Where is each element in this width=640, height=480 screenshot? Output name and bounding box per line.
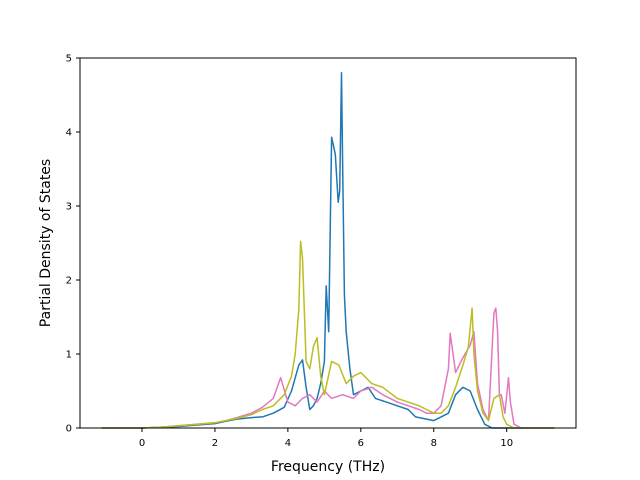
series-line-3 bbox=[101, 240, 555, 429]
x-tick-label: 0 bbox=[139, 438, 145, 449]
x-tick-label: 10 bbox=[500, 438, 513, 449]
series-layer bbox=[101, 72, 555, 429]
y-axis-ticks: 0 1 2 3 4 5 bbox=[66, 54, 80, 435]
x-axis-label: Frequency (THz) bbox=[271, 459, 385, 475]
y-tick-label: 4 bbox=[66, 128, 72, 139]
x-tick-label: 2 bbox=[212, 438, 218, 449]
y-tick-label: 0 bbox=[66, 424, 72, 435]
y-tick-label: 1 bbox=[66, 350, 72, 361]
x-tick-label: 6 bbox=[358, 438, 364, 449]
y-axis-label: Partial Density of States bbox=[38, 159, 54, 327]
series-line-2 bbox=[101, 307, 555, 429]
plot-frame bbox=[79, 57, 577, 429]
y-tick-label: 2 bbox=[66, 276, 72, 287]
plot-background bbox=[80, 58, 576, 428]
y-tick-label: 5 bbox=[66, 54, 72, 65]
series-line-1 bbox=[101, 72, 555, 429]
x-tick-label: 8 bbox=[431, 438, 437, 449]
x-tick-label: 4 bbox=[285, 438, 291, 449]
y-tick-label: 3 bbox=[66, 202, 72, 213]
x-axis-ticks: 0 2 4 6 8 10 bbox=[139, 428, 513, 449]
